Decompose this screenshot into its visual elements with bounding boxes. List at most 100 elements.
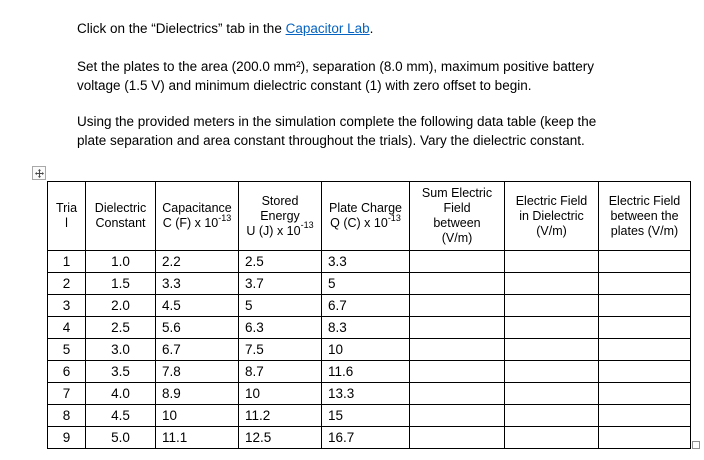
cell-row8-electric-field-between-plates[interactable] xyxy=(598,404,691,427)
cell-row2-electric-field-in-dielectric[interactable] xyxy=(504,272,599,295)
cell-row2-trial[interactable]: 2 xyxy=(47,272,86,295)
cell-row9-capacitance[interactable]: 11.1 xyxy=(155,426,239,449)
cell-row6-capacitance[interactable]: 7.8 xyxy=(155,360,239,383)
cell-row5-electric-field-between-plates[interactable] xyxy=(598,338,691,361)
cell-row4-plate-charge[interactable]: 8.3 xyxy=(321,316,410,339)
cell-row9-dielectric-constant[interactable]: 5.0 xyxy=(85,426,156,449)
cell-row6-plate-charge[interactable]: 11.6 xyxy=(321,360,410,383)
cell-row5-plate-charge[interactable]: 10 xyxy=(321,338,410,361)
cell-row4-dielectric-constant[interactable]: 2.5 xyxy=(85,316,156,339)
cell-row3-trial[interactable]: 3 xyxy=(47,294,86,317)
column-header-sum-electric-field: Sum Electric Field between (V/m) xyxy=(409,181,505,251)
cell-row7-capacitance[interactable]: 8.9 xyxy=(155,382,239,405)
p1-text-before-link: Click on the “Dielectrics” tab in the xyxy=(77,21,286,36)
cell-row9-plate-charge[interactable]: 16.7 xyxy=(321,426,410,449)
cell-row5-electric-field-in-dielectric[interactable] xyxy=(504,338,599,361)
p1-text-after-link: . xyxy=(369,21,374,36)
cell-row5-sum-electric-field[interactable] xyxy=(409,338,505,361)
cell-row3-dielectric-constant[interactable]: 2.0 xyxy=(85,294,156,317)
table-row-1: 1 1.0 2.2 2.5 3.3 xyxy=(47,250,691,273)
column-header-line: Sum Electric xyxy=(421,186,493,200)
p3-line-1: Using the provided meters in the simulat… xyxy=(77,114,597,129)
cell-row4-sum-electric-field[interactable] xyxy=(409,316,505,339)
cell-row1-stored-energy[interactable]: 2.5 xyxy=(238,250,322,273)
p2-line-1: Set the plates to the area (200.0 mm²), … xyxy=(77,59,594,74)
cell-row6-electric-field-in-dielectric[interactable] xyxy=(504,360,599,383)
cell-row1-trial[interactable]: 1 xyxy=(47,250,86,273)
column-header-line: Q (C) x 10-13 xyxy=(330,212,401,230)
column-header-line: l xyxy=(65,216,68,230)
cell-row4-trial[interactable]: 4 xyxy=(47,316,86,339)
cell-row3-electric-field-between-plates[interactable] xyxy=(598,294,691,317)
column-header-line: Capacitance xyxy=(162,201,232,215)
cell-row8-sum-electric-field[interactable] xyxy=(409,404,505,427)
cell-row8-dielectric-constant[interactable]: 4.5 xyxy=(85,404,156,427)
cell-row1-capacitance[interactable]: 2.2 xyxy=(155,250,239,273)
cell-row3-plate-charge[interactable]: 6.7 xyxy=(321,294,410,317)
cell-row7-electric-field-between-plates[interactable] xyxy=(598,382,691,405)
cell-row1-dielectric-constant[interactable]: 1.0 xyxy=(85,250,156,273)
cell-row2-capacitance[interactable]: 3.3 xyxy=(155,272,239,295)
p2-line-2: voltage (1.5 V) and minimum dielectric c… xyxy=(77,78,532,93)
cell-row8-stored-energy[interactable]: 11.2 xyxy=(238,404,322,427)
cell-row5-dielectric-constant[interactable]: 3.0 xyxy=(85,338,156,361)
column-header-stored-energy: Stored Energy U (J) x 10-13 xyxy=(238,181,322,251)
column-header-line: Electric Field xyxy=(608,193,681,208)
cell-row5-stored-energy[interactable]: 7.5 xyxy=(238,338,322,361)
cell-row7-trial[interactable]: 7 xyxy=(47,382,86,405)
cell-row9-electric-field-between-plates[interactable] xyxy=(598,426,691,449)
cell-row4-stored-energy[interactable]: 6.3 xyxy=(238,316,322,339)
table-move-handle-icon[interactable] xyxy=(32,166,46,180)
capacitor-lab-link[interactable]: Capacitor Lab xyxy=(285,21,370,36)
table-resize-handle-icon[interactable] xyxy=(692,441,700,449)
cell-row8-capacitance[interactable]: 10 xyxy=(155,404,239,427)
column-header-line: Dielectric xyxy=(94,201,147,215)
column-header-line: Stored xyxy=(261,193,299,208)
cell-row1-sum-electric-field[interactable] xyxy=(409,250,505,273)
cell-row1-electric-field-in-dielectric[interactable] xyxy=(504,250,599,273)
column-header-capacitance: Capacitance C (F) x 10-13 xyxy=(155,181,239,251)
cell-row6-sum-electric-field[interactable] xyxy=(409,360,505,383)
cell-row9-trial[interactable]: 9 xyxy=(47,426,86,449)
cell-row7-sum-electric-field[interactable] xyxy=(409,382,505,405)
column-header-line: Tria xyxy=(55,201,78,215)
cell-row3-capacitance[interactable]: 4.5 xyxy=(155,294,239,317)
table-header-row: Tria l Dielectric Constant Capacitance C (F) … xyxy=(47,181,691,251)
cell-row2-dielectric-constant[interactable]: 1.5 xyxy=(85,272,156,295)
cell-row7-stored-energy[interactable]: 10 xyxy=(238,382,322,405)
four-way-arrow-icon xyxy=(34,168,44,178)
cell-row1-plate-charge[interactable]: 3.3 xyxy=(321,250,410,273)
cell-row8-electric-field-in-dielectric[interactable] xyxy=(504,404,599,427)
cell-row9-sum-electric-field[interactable] xyxy=(409,426,505,449)
cell-row4-electric-field-in-dielectric[interactable] xyxy=(504,316,599,339)
data-table: Tria l Dielectric Constant Capacitance C (F) … xyxy=(47,181,691,449)
cell-row3-sum-electric-field[interactable] xyxy=(409,294,505,317)
cell-row9-electric-field-in-dielectric[interactable] xyxy=(504,426,599,449)
cell-row2-stored-energy[interactable]: 3.7 xyxy=(238,272,322,295)
column-header-line: U (J) x 10-13 xyxy=(246,220,314,238)
cell-row5-capacitance[interactable]: 6.7 xyxy=(155,338,239,361)
column-header-electric-field-between-plates: Electric Field between the plates (V/m) xyxy=(598,181,691,251)
table-row-3: 3 2.0 4.5 5 6.7 xyxy=(47,294,691,317)
cell-row2-sum-electric-field[interactable] xyxy=(409,272,505,295)
cell-row7-dielectric-constant[interactable]: 4.0 xyxy=(85,382,156,405)
cell-row8-plate-charge[interactable]: 15 xyxy=(321,404,410,427)
cell-row3-stored-energy[interactable]: 5 xyxy=(238,294,322,317)
cell-row4-electric-field-between-plates[interactable] xyxy=(598,316,691,339)
cell-row2-electric-field-between-plates[interactable] xyxy=(598,272,691,295)
cell-row3-electric-field-in-dielectric[interactable] xyxy=(504,294,599,317)
cell-row6-dielectric-constant[interactable]: 3.5 xyxy=(85,360,156,383)
cell-row6-trial[interactable]: 6 xyxy=(47,360,86,383)
cell-row8-trial[interactable]: 8 xyxy=(47,404,86,427)
cell-row7-plate-charge[interactable]: 13.3 xyxy=(321,382,410,405)
cell-row2-plate-charge[interactable]: 5 xyxy=(321,272,410,295)
column-header-trial: Tria l xyxy=(47,181,86,251)
cell-row4-capacitance[interactable]: 5.6 xyxy=(155,316,239,339)
cell-row7-electric-field-in-dielectric[interactable] xyxy=(504,382,599,405)
cell-row1-electric-field-between-plates[interactable] xyxy=(598,250,691,273)
cell-row6-stored-energy[interactable]: 8.7 xyxy=(238,360,322,383)
cell-row5-trial[interactable]: 5 xyxy=(47,338,86,361)
cell-row6-electric-field-between-plates[interactable] xyxy=(598,360,691,383)
cell-row9-stored-energy[interactable]: 12.5 xyxy=(238,426,322,449)
column-header-line: Field xyxy=(443,201,471,215)
